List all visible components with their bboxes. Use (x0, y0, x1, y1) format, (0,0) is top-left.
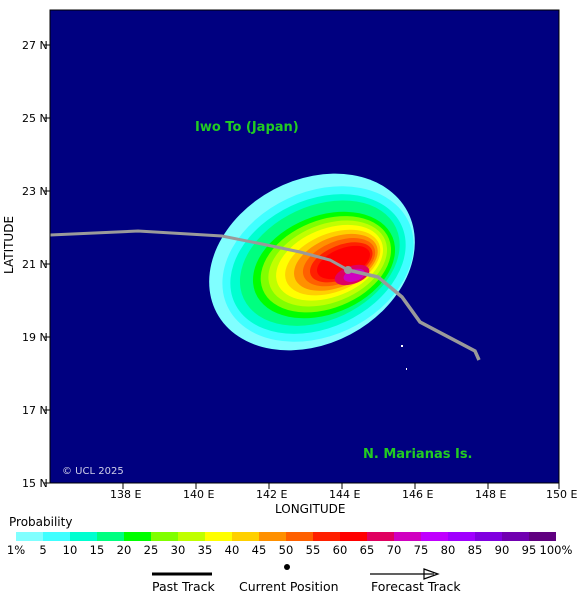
plot-frame (49, 9, 560, 484)
colorbar-label: 80 (440, 543, 456, 557)
colorbar-swatch (340, 532, 367, 541)
lon-label: 146 E (402, 488, 434, 501)
colorbar-swatch (367, 532, 394, 541)
colorbar-label: 20 (116, 543, 132, 557)
lon-label: 148 E (475, 488, 507, 501)
colorbar-swatch (502, 532, 529, 541)
lat-label: 21 N (22, 258, 48, 271)
colorbar-label: 85 (467, 543, 483, 557)
colorbar-swatch (448, 532, 475, 541)
place-label-iwo-to: Iwo To (Japan) (195, 120, 299, 135)
colorbar-swatch (124, 532, 151, 541)
forecast-track-legend-label: Forecast Track (371, 579, 461, 594)
probability-swath (50, 173, 481, 370)
colorbar-label: 1% (6, 543, 26, 557)
probability-colorbar (16, 532, 556, 541)
current-position-legend-dot (284, 564, 290, 570)
probability-legend-title: Probability (9, 515, 73, 529)
colorbar-label: 75 (413, 543, 429, 557)
colorbar-swatch (43, 532, 70, 541)
x-axis-title: LONGITUDE (275, 502, 346, 516)
forecast-track (347, 268, 481, 361)
colorbar-swatch (421, 532, 448, 541)
colorbar-label: 25 (143, 543, 159, 557)
colorbar-swatch (286, 532, 313, 541)
lat-label: 27 N (22, 39, 48, 52)
colorbar-swatch (475, 532, 502, 541)
past-track (50, 229, 349, 272)
lon-label: 144 E (329, 488, 361, 501)
colorbar-swatch (178, 532, 205, 541)
place-label-marianas: N. Marianas Is. (363, 447, 473, 462)
lon-label: 142 E (256, 488, 288, 501)
colorbar-label: 95 (521, 543, 537, 557)
lon-label: 138 E (110, 488, 142, 501)
colorbar-label: 65 (359, 543, 375, 557)
y-axis-title: LATITUDE (2, 215, 16, 274)
lon-label: 140 E (183, 488, 215, 501)
colorbar-swatch (70, 532, 97, 541)
colorbar-swatch (16, 532, 43, 541)
colorbar-label: 35 (197, 543, 213, 557)
colorbar-swatch (151, 532, 178, 541)
colorbar-label: 50 (278, 543, 294, 557)
forecast-arrow-icon (423, 568, 440, 580)
colorbar-label: 70 (386, 543, 402, 557)
colorbar-swatch (313, 532, 340, 541)
lat-label: 15 N (22, 477, 48, 490)
past-track-legend-label: Past Track (152, 579, 215, 594)
current-position-legend-label: Current Position (239, 579, 339, 594)
colorbar-label: 15 (89, 543, 105, 557)
colorbar-swatch (394, 532, 421, 541)
lon-ticks (122, 483, 560, 489)
lat-label: 23 N (22, 185, 48, 198)
colorbar-label: 90 (494, 543, 510, 557)
colorbar-label: 10 (62, 543, 78, 557)
colorbar-label: 30 (170, 543, 186, 557)
colorbar-label: 100% (539, 543, 573, 557)
colorbar-swatch (232, 532, 259, 541)
colorbar-swatch (529, 532, 556, 541)
lat-label: 25 N (22, 112, 48, 125)
colorbar-label: 40 (224, 543, 240, 557)
colorbar-label: 5 (39, 543, 47, 557)
lon-label: 150 E (546, 488, 578, 501)
copyright-credit: © UCL 2025 (62, 466, 124, 477)
lat-label: 17 N (22, 404, 48, 417)
colorbar-label: 45 (251, 543, 267, 557)
current-position-marker (344, 266, 352, 274)
colorbar-swatch (205, 532, 232, 541)
colorbar-label: 55 (305, 543, 321, 557)
lat-ticks (44, 44, 50, 484)
lat-label: 19 N (22, 331, 48, 344)
colorbar-label: 60 (332, 543, 348, 557)
colorbar-swatch (259, 532, 286, 541)
colorbar-swatch (97, 532, 124, 541)
